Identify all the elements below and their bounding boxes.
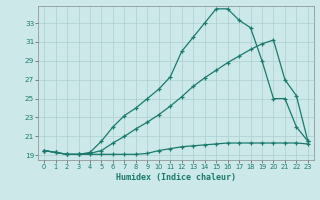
X-axis label: Humidex (Indice chaleur): Humidex (Indice chaleur) (116, 173, 236, 182)
